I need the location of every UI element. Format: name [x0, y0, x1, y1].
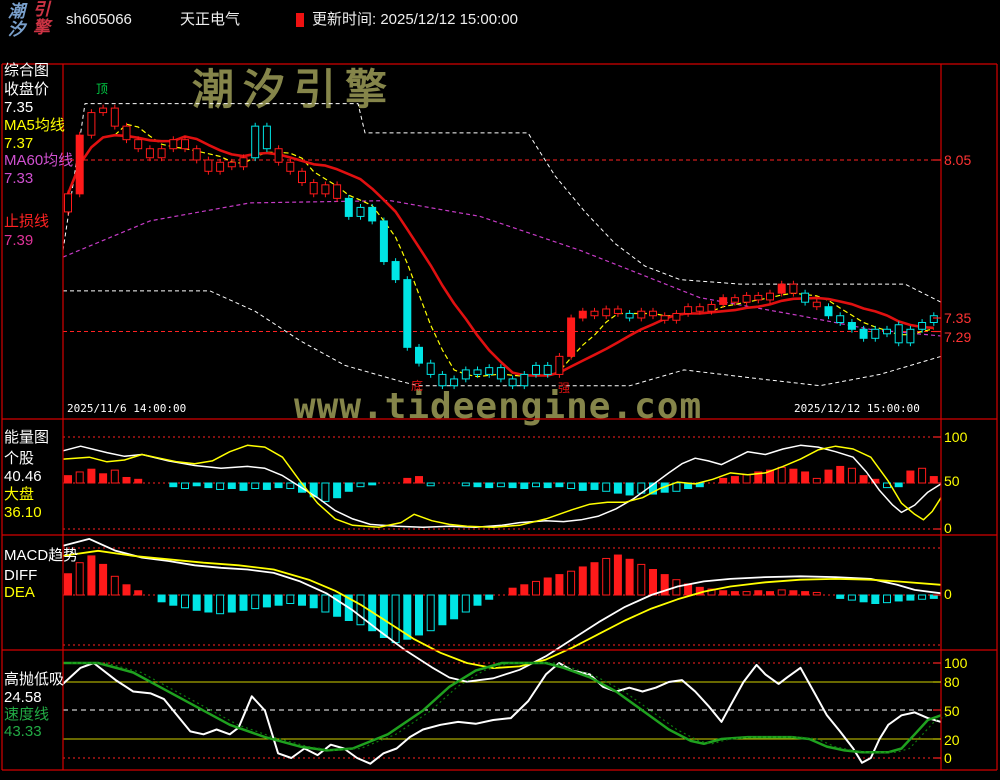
legend-stoploss-label: 止损线	[4, 213, 50, 230]
price-axis-729: 7.29	[944, 329, 972, 345]
legend-speed-value: 43.33	[4, 723, 42, 740]
brand-watermark: 潮汐引擎	[192, 66, 397, 113]
energy-axis-50: 50	[944, 473, 960, 489]
macd-axis-0: 0	[944, 586, 952, 602]
time-label-right: 2025/12/12 15:00:00	[794, 402, 920, 415]
hl-axis-50: 50	[944, 703, 960, 719]
logo-engine-icon: 引 擎	[33, 0, 50, 37]
legend-highlow-label: 高抛低吸	[4, 671, 65, 688]
legend-stock-value: 40.46	[4, 468, 42, 485]
legend-dea: DEA	[4, 584, 35, 601]
legend-energy: 能量图	[4, 429, 50, 446]
legend-stoploss-value: 7.39	[4, 232, 34, 249]
hl-axis-80: 80	[944, 674, 960, 690]
legend-diff: DIFF	[4, 567, 38, 584]
url-watermark: www.tideengine.com	[294, 386, 703, 427]
legend-ma5-label: MA5均线	[4, 117, 65, 134]
hl-axis-0: 0	[944, 750, 952, 766]
stock-code: sh605066	[66, 11, 132, 28]
legend-market-label: 大盘	[4, 486, 35, 503]
legend-stock-label: 个股	[4, 450, 35, 467]
legend-market-value: 36.10	[4, 504, 42, 521]
logo-tide-icon: 潮 汐	[8, 2, 25, 39]
price-axis-805: 8.05	[944, 152, 972, 168]
marker-bottom: 底	[411, 379, 424, 393]
legend-macd: MACD趋势	[4, 547, 79, 564]
price-axis-735: 7.35	[944, 310, 972, 326]
marker-top: 顶	[96, 82, 109, 96]
marker-strong: 强	[558, 381, 571, 395]
time-label-left: 2025/11/6 14:00:00	[67, 402, 187, 415]
energy-axis-100: 100	[944, 429, 968, 445]
legend-close-label: 收盘价	[4, 81, 50, 98]
legend-highlow-value: 24.58	[4, 689, 42, 706]
legend-speed-label: 速度线	[4, 706, 50, 723]
update-time: 更新时间: 2025/12/12 15:00:00	[312, 11, 518, 28]
legend-close-value: 7.35	[4, 99, 34, 116]
stock-name: 天正电气	[180, 11, 241, 28]
legend-ma5-value: 7.37	[4, 135, 34, 152]
update-bullet-icon	[296, 13, 304, 27]
legend-ma60-label: MA60均线	[4, 152, 74, 169]
hl-axis-100: 100	[944, 655, 968, 671]
legend-composite: 综合图	[4, 62, 50, 79]
energy-axis-0: 0	[944, 520, 952, 536]
legend-ma60-value: 7.33	[4, 170, 34, 187]
hl-axis-20: 20	[944, 732, 960, 748]
